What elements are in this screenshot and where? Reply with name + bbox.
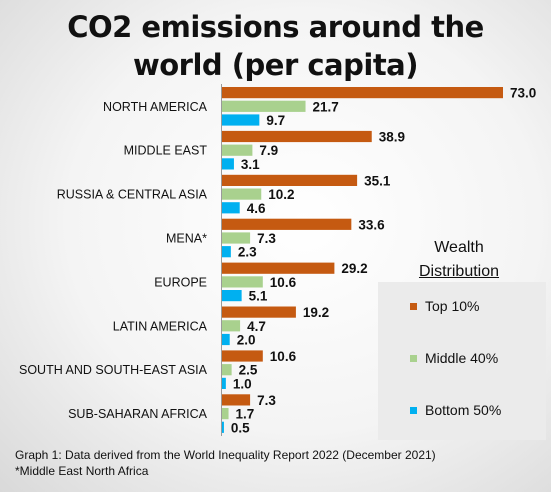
- bar-latin-america-bottom: [222, 333, 230, 346]
- legend-swatch-middle: [410, 354, 417, 362]
- footnote-mena: *Middle East North Africa: [15, 464, 149, 478]
- value-label-middle-east-bottom: 3.1: [241, 157, 260, 172]
- bar-europe-top: [222, 262, 335, 274]
- bar-north-america-bottom: [222, 114, 260, 126]
- bar-sub-saharan-africa-bottom: [222, 421, 224, 433]
- value-label-south-and-south-east-asia-middle: 2.5: [239, 363, 258, 378]
- footnote: Graph 1: Data derived from the World Ine…: [15, 447, 436, 479]
- category-label-europe: EUROPE: [154, 275, 207, 289]
- value-label-mena-bottom: 2.3: [238, 245, 257, 260]
- category-label-latin-america: LATIN AMERICA: [113, 319, 208, 333]
- bar-mena-bottom: [222, 246, 231, 258]
- legend-label-middle: Middle 40%: [425, 350, 499, 366]
- value-label-north-america-top: 73.0: [510, 86, 536, 101]
- bar-russia-central-asia-top: [222, 174, 358, 186]
- value-label-europe-middle: 10.6: [270, 275, 297, 290]
- bar-north-america-middle: [222, 100, 306, 112]
- legend-box: [378, 282, 546, 440]
- category-label-mena: MENA*: [166, 232, 207, 246]
- bar-north-america-top: [222, 87, 503, 99]
- footnote-source: Graph 1: Data derived from the World Ine…: [15, 448, 436, 462]
- category-label-north-america: NORTH AMERICA: [103, 100, 208, 114]
- bar-south-and-south-east-asia-top: [222, 350, 263, 362]
- value-label-europe-bottom: 5.1: [249, 289, 268, 304]
- legend-title-line-1: Wealth: [434, 239, 484, 256]
- value-label-europe-top: 29.2: [341, 261, 367, 276]
- legend-item-top: Top 10%: [410, 297, 479, 315]
- legend-swatch-top: [410, 302, 417, 310]
- bar-latin-america-top: [222, 306, 296, 318]
- bar-russia-central-asia-bottom: [222, 202, 240, 214]
- value-label-south-and-south-east-asia-top: 10.6: [270, 349, 297, 364]
- category-label-sub-saharan-africa: SUB-SAHARAN AFRICA: [68, 407, 208, 421]
- category-label-russia-central-asia: RUSSIA & CENTRAL ASIA: [57, 188, 208, 202]
- chart-title-line-1: CO2 emissions around the: [67, 10, 484, 44]
- legend-item-bottom: Bottom 50%: [410, 401, 501, 419]
- category-label-south-and-south-east-asia: SOUTH AND SOUTH-EAST ASIA: [19, 363, 208, 377]
- value-label-latin-america-middle: 4.7: [247, 319, 266, 334]
- legend-title-line-2: Distribution: [418, 263, 500, 280]
- chart-title-line-2: world (per capita): [132, 48, 419, 82]
- value-label-south-and-south-east-asia-bottom: 1.0: [233, 376, 252, 391]
- legend-item-middle: Middle 40%: [410, 349, 498, 367]
- bar-sub-saharan-africa-top: [222, 394, 251, 406]
- chart-title: CO2 emissions around the world (per capi…: [0, 8, 551, 84]
- legend-label-bottom: Bottom 50%: [425, 402, 502, 418]
- legend-swatch-bottom: [410, 406, 417, 414]
- legend-title: Wealth Distribution: [404, 236, 514, 284]
- bar-mena-top: [222, 218, 352, 230]
- legend-label-top: Top 10%: [425, 298, 480, 314]
- bar-middle-east-bottom: [222, 158, 234, 170]
- bar-sub-saharan-africa-middle: [222, 408, 229, 420]
- value-label-mena-middle: 7.3: [257, 231, 276, 246]
- value-label-sub-saharan-africa-top: 7.3: [257, 393, 276, 408]
- value-label-north-america-bottom: 9.7: [266, 113, 285, 128]
- bar-latin-america-middle: [222, 320, 241, 332]
- value-label-middle-east-top: 38.9: [379, 130, 405, 145]
- value-label-sub-saharan-africa-middle: 1.7: [236, 407, 255, 422]
- value-label-latin-america-bottom: 2.0: [237, 333, 256, 348]
- bar-south-and-south-east-asia-middle: [222, 364, 232, 376]
- bar-europe-bottom: [222, 290, 242, 302]
- value-label-russia-central-asia-bottom: 4.6: [247, 201, 266, 216]
- value-label-russia-central-asia-top: 35.1: [364, 173, 391, 188]
- bar-middle-east-middle: [222, 144, 253, 156]
- value-label-russia-central-asia-middle: 10.2: [268, 187, 294, 202]
- bar-russia-central-asia-middle: [222, 188, 262, 200]
- value-label-sub-saharan-africa-bottom: 0.5: [231, 420, 250, 435]
- category-label-middle-east: MIDDLE EAST: [124, 144, 208, 158]
- value-label-latin-america-top: 19.2: [303, 305, 329, 320]
- bar-mena-middle: [222, 232, 251, 244]
- bar-middle-east-top: [222, 130, 372, 143]
- value-label-north-america-middle: 21.7: [313, 99, 339, 114]
- value-label-middle-east-middle: 7.9: [259, 143, 278, 158]
- bar-europe-middle: [222, 276, 263, 288]
- bar-south-and-south-east-asia-bottom: [222, 377, 226, 389]
- value-label-mena-top: 33.6: [358, 217, 385, 232]
